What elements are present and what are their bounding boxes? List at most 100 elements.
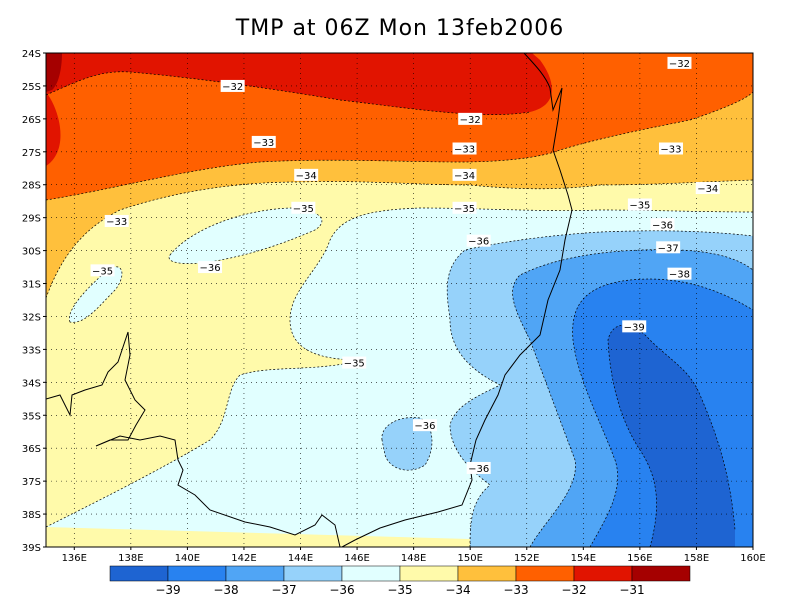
contour-label-bg [342, 356, 367, 369]
contour-label: −34 [697, 184, 718, 195]
lon-label: 150E [457, 553, 482, 564]
lat-label: 25S [22, 82, 41, 93]
contour-label: −32 [669, 59, 690, 70]
lat-label: 30S [22, 247, 41, 258]
lat-label: 33S [22, 345, 41, 356]
lon-label: 158E [684, 553, 709, 564]
contour-label: −36 [652, 220, 673, 231]
contour-label: −36 [199, 263, 220, 274]
contour-label-bg [294, 168, 319, 181]
lat-label: 36S [22, 444, 41, 455]
contour-label: −36 [468, 237, 489, 248]
coastline-south-australia [46, 331, 341, 547]
contour-label-bg [452, 168, 477, 181]
colorbar-swatch [341, 565, 401, 582]
colorbar-swatch [631, 565, 691, 582]
colorbar-tick-label: −31 [619, 583, 644, 597]
colorbar-tick-label: −36 [329, 583, 354, 597]
colorbar-swatch [515, 565, 575, 582]
lat-label: 26S [22, 115, 41, 126]
lon-label: 160E [740, 553, 765, 564]
lon-label: 144E [288, 553, 313, 564]
colorbar-swatch [283, 565, 343, 582]
colorbar-swatch [109, 565, 169, 582]
contour-label: −33 [253, 138, 274, 149]
contour-label: −35 [293, 204, 314, 215]
contour-label-bg [695, 182, 720, 195]
lon-label: 154E [571, 553, 596, 564]
contour-labels: −32−32−32−33−33 −33−33−34 −34−34−35 −35 −35−… [90, 56, 720, 475]
colorbar-tick-label: −38 [213, 583, 238, 597]
contour-label-bg [656, 241, 681, 254]
contour-label-bg [667, 267, 692, 280]
plot-area [46, 53, 753, 547]
colorbar-tick-label: −33 [503, 583, 528, 597]
contour-m37 [512, 249, 753, 547]
lat-label: 24S [22, 49, 41, 60]
contour-m33 [46, 91, 753, 201]
plot-frame [45, 52, 754, 548]
lon-label: 156E [627, 553, 652, 564]
temp-band-m32 [46, 53, 552, 115]
contour-m36-west1 [168, 207, 322, 264]
coastline-east-australia [341, 53, 573, 547]
contour-label: −35 [92, 266, 113, 277]
lat-label: 28S [22, 181, 41, 192]
contour-label-bg [466, 234, 491, 247]
contour-label: −38 [669, 270, 690, 281]
lon-label: 152E [514, 553, 539, 564]
temp-band-m32-west [46, 92, 61, 166]
contour-m34 [46, 179, 753, 299]
contour-label-bg [466, 461, 491, 474]
contour-label-bg [412, 419, 437, 432]
lon-label: 146E [344, 553, 369, 564]
contour-label: −36 [468, 464, 489, 475]
contour-label-bg [251, 135, 276, 148]
lat-label: 38S [22, 510, 41, 521]
latitude-labels: 24S 25S 26S 27S 28S 29S 30S 31S 32S 33S 34S 35S 36S 3… [22, 49, 46, 554]
contour-label-bg [650, 218, 675, 231]
contour-label-bg [291, 201, 316, 214]
lon-label: 140E [175, 553, 200, 564]
temp-band-m31 [46, 53, 62, 92]
contour-label-bg [198, 261, 223, 274]
contour-m39 [607, 324, 736, 547]
contour-label-bg [458, 112, 483, 125]
coastline [46, 53, 573, 547]
contour-label: −37 [658, 243, 679, 254]
contour-label-bg [104, 214, 129, 227]
contour-label: −34 [454, 171, 475, 182]
contour-label: −39 [624, 322, 645, 333]
colorbar-tick-label: −34 [445, 583, 470, 597]
contour-label: −34 [296, 171, 317, 182]
lat-label: 39S [22, 543, 41, 554]
contour-label: −35 [344, 359, 365, 370]
contour-label: −35 [454, 204, 475, 215]
contour-label: −35 [629, 200, 650, 211]
contour-label-bg [627, 198, 652, 211]
contour-label: −33 [106, 217, 127, 228]
contour-label-bg [667, 56, 692, 69]
lon-label: 148E [401, 553, 426, 564]
colorbar-tick-label: −39 [155, 583, 180, 597]
lat-label: 31S [22, 280, 41, 291]
lat-label: 32S [22, 312, 41, 323]
contour-label: −32 [460, 115, 481, 126]
contour-label: −33 [454, 145, 475, 156]
colorbar-tick-label: −35 [387, 583, 412, 597]
lat-label: 27S [22, 148, 41, 159]
temp-band-m40 [608, 324, 735, 547]
contour-label-bg [220, 79, 245, 92]
lat-label: 34S [22, 378, 41, 389]
temp-blob-m36-west2 [69, 266, 122, 323]
contour-label-bg [622, 320, 647, 333]
contour-label-bg [90, 264, 115, 277]
contour-m38 [572, 278, 753, 547]
colorbar-swatch [167, 565, 227, 582]
contour-label: −36 [414, 421, 435, 432]
colorbar-tick-label: −32 [561, 583, 586, 597]
contour-label: −33 [660, 145, 681, 156]
contour-label-bg [658, 142, 683, 155]
colorbar-swatch [457, 565, 517, 582]
